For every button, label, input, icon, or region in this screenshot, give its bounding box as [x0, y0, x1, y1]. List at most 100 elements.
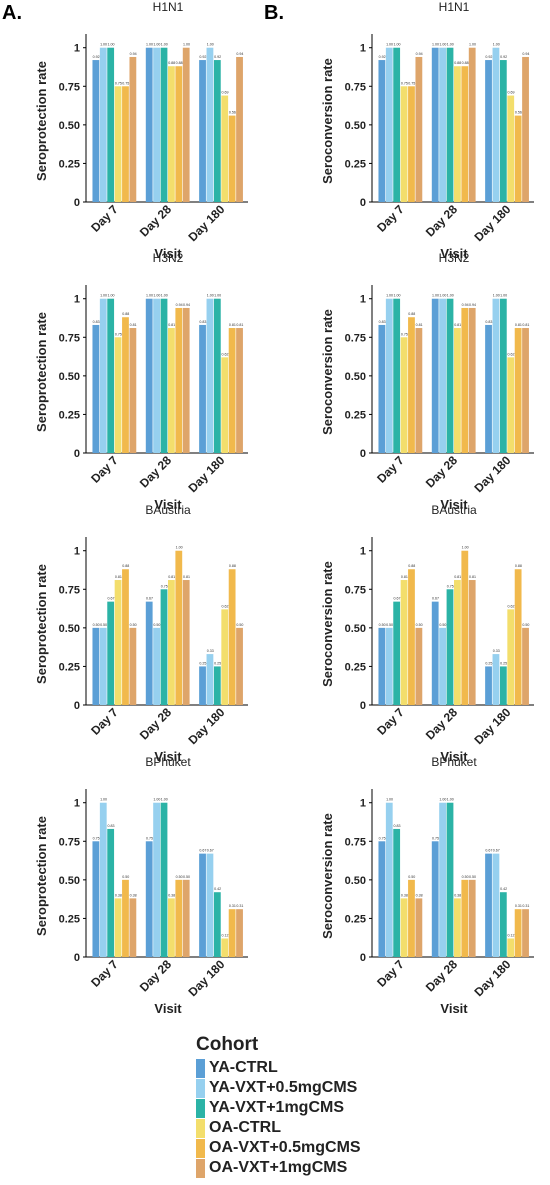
- bar-ya-vxt+1mgcms: [446, 298, 454, 453]
- bar-data-label: 0.62: [222, 604, 229, 608]
- bar-ya-vxt+0.5mgcms: [206, 654, 214, 705]
- bar-data-label: 1.00: [100, 798, 107, 802]
- bar-data-label: 0.81: [469, 575, 476, 579]
- x-tick-label: Day 180: [471, 453, 513, 495]
- y-tick-label: 0.25: [59, 409, 80, 421]
- x-tick-label: Day 7: [88, 453, 121, 486]
- y-tick-label: 1: [360, 798, 366, 810]
- bar-data-label: 0.25: [500, 661, 507, 665]
- bar-data-label: 1.00: [386, 43, 393, 47]
- bar-ya-vxt+0.5mgcms: [385, 802, 393, 957]
- bar-ya-ctrl: [92, 60, 100, 202]
- bar-data-label: 1.00: [153, 798, 160, 802]
- bar-oa-vxt+0.5mgcms: [228, 115, 236, 202]
- bar-oa-vxt+0.5mgcms: [122, 879, 129, 957]
- bar-oa-ctrl: [168, 898, 175, 957]
- bar-oa-vxt+0.5mgcms: [461, 879, 469, 957]
- bar-data-label: 0.69: [508, 91, 515, 95]
- bar-data-label: 0.38: [115, 893, 122, 897]
- bar-oa-vxt+1mgcms: [182, 879, 190, 957]
- bar-oa-ctrl: [168, 328, 175, 453]
- bar-oa-vxt+1mgcms: [522, 909, 529, 957]
- bar-data-label: 1.00: [386, 294, 393, 298]
- chart-h1n1-a: H1N1 0 0.25 0.50 0.75 1 Seroprotection rate 0.9…: [34, 0, 248, 261]
- bar-oa-vxt+0.5mgcms: [408, 86, 415, 202]
- bar-data-label: 0.56: [515, 111, 522, 115]
- bar-ya-vxt+0.5mgcms: [99, 47, 107, 202]
- bar-data-label: 0.38: [454, 893, 461, 897]
- x-tick-label: Day 7: [88, 705, 121, 738]
- chart-title: BAustria: [431, 503, 477, 517]
- bar-data-label: 0.38: [168, 893, 175, 897]
- chart-title: H1N1: [153, 0, 184, 14]
- x-axis-title: Visit: [154, 497, 182, 512]
- bar-data-label: 0.75: [93, 836, 100, 840]
- y-tick-label: 0.50: [345, 875, 366, 887]
- bar-data-label: 0.50: [522, 623, 529, 627]
- y-axis-title: Seroconversion rate: [320, 309, 335, 435]
- bar-data-label: 0.83: [199, 320, 206, 324]
- bar-oa-vxt+0.5mgcms: [122, 86, 129, 202]
- bar-data-label: 1.00: [153, 43, 160, 47]
- y-tick-label: 0.50: [59, 875, 80, 887]
- bar-oa-vxt+1mgcms: [182, 47, 190, 202]
- bar-oa-ctrl: [114, 580, 122, 705]
- bar-oa-vxt+1mgcms: [415, 898, 423, 957]
- bar-data-label: 0.75: [161, 584, 168, 588]
- bar-ya-ctrl: [92, 627, 100, 705]
- bar-data-label: 1.00: [393, 294, 400, 298]
- bar-oa-vxt+1mgcms: [415, 328, 423, 453]
- y-tick-label: 0.75: [59, 584, 80, 596]
- bar-data-label: 0.92: [485, 55, 492, 59]
- x-tick-label: Day 180: [471, 705, 513, 747]
- bar-ya-vxt+1mgcms: [499, 666, 507, 705]
- x-tick-label: Day 180: [185, 453, 227, 495]
- bar-data-label: 0.81: [183, 575, 190, 579]
- bar-data-label: 0.50: [469, 875, 476, 879]
- bar-data-label: 0.81: [522, 323, 529, 327]
- bar-data-label: 0.50: [183, 875, 190, 879]
- bar-data-label: 0.62: [508, 604, 515, 608]
- legend-title: Cohort: [196, 1034, 259, 1055]
- bar-oa-ctrl: [400, 898, 408, 957]
- chart-h3n2-a: H3N2 0 0.25 0.50 0.75 1 Seroprotection rate 0.8…: [34, 251, 248, 512]
- bar-oa-ctrl: [400, 580, 408, 705]
- y-axis-title: Seroprotection rate: [34, 564, 49, 684]
- bar-data-label: 1.00: [107, 43, 114, 47]
- bar-ya-vxt+0.5mgcms: [492, 853, 500, 957]
- bar-data-label: 0.67: [393, 597, 400, 601]
- bar-ya-vxt+0.5mgcms: [439, 47, 446, 202]
- bar-data-label: 0.50: [439, 623, 446, 627]
- y-axis-title: Seroprotection rate: [34, 61, 49, 181]
- bar-data-label: 0.67: [199, 849, 206, 853]
- bar-data-label: 1.00: [393, 43, 400, 47]
- bar-ya-vxt+0.5mgcms: [492, 47, 500, 202]
- bar-data-label: 0.50: [408, 875, 415, 879]
- legend-label: OA-VXT+0.5mgCMS: [209, 1139, 361, 1156]
- bar-data-label: 0.31: [522, 904, 529, 908]
- legend-item: YA-VXT+0.5mgCMS: [196, 1078, 496, 1098]
- y-axis-title: Seroconversion rate: [320, 561, 335, 687]
- bar-ya-vxt+1mgcms: [499, 60, 507, 202]
- legend-swatch: [196, 1138, 205, 1158]
- bar-oa-vxt+0.5mgcms: [514, 328, 522, 453]
- bar-data-label: 0.94: [416, 52, 423, 56]
- y-tick-label: 0.25: [345, 661, 366, 673]
- bar-data-label: 0.83: [485, 320, 492, 324]
- bar-ya-ctrl: [431, 601, 439, 705]
- chart-baustria-a: BAustria 0 0.25 0.50 0.75 1 Seroprotection rat…: [34, 503, 248, 764]
- bar-oa-vxt+1mgcms: [522, 627, 529, 705]
- bar-oa-vxt+0.5mgcms: [408, 569, 415, 705]
- y-tick-label: 0.50: [345, 371, 366, 383]
- bar-oa-ctrl: [507, 609, 515, 705]
- bar-oa-ctrl: [221, 609, 229, 705]
- y-tick-label: 0: [360, 700, 366, 712]
- y-axis-title: Seroprotection rate: [34, 312, 49, 432]
- bar-data-label: 0.88: [454, 61, 461, 65]
- bar-oa-vxt+0.5mgcms: [514, 569, 522, 705]
- bar-data-label: 0.67: [146, 597, 153, 601]
- bar-ya-ctrl: [199, 853, 206, 957]
- y-tick-label: 0.25: [59, 158, 80, 170]
- x-tick-label: Day 7: [88, 202, 121, 235]
- bar-data-label: 0.50: [153, 623, 160, 627]
